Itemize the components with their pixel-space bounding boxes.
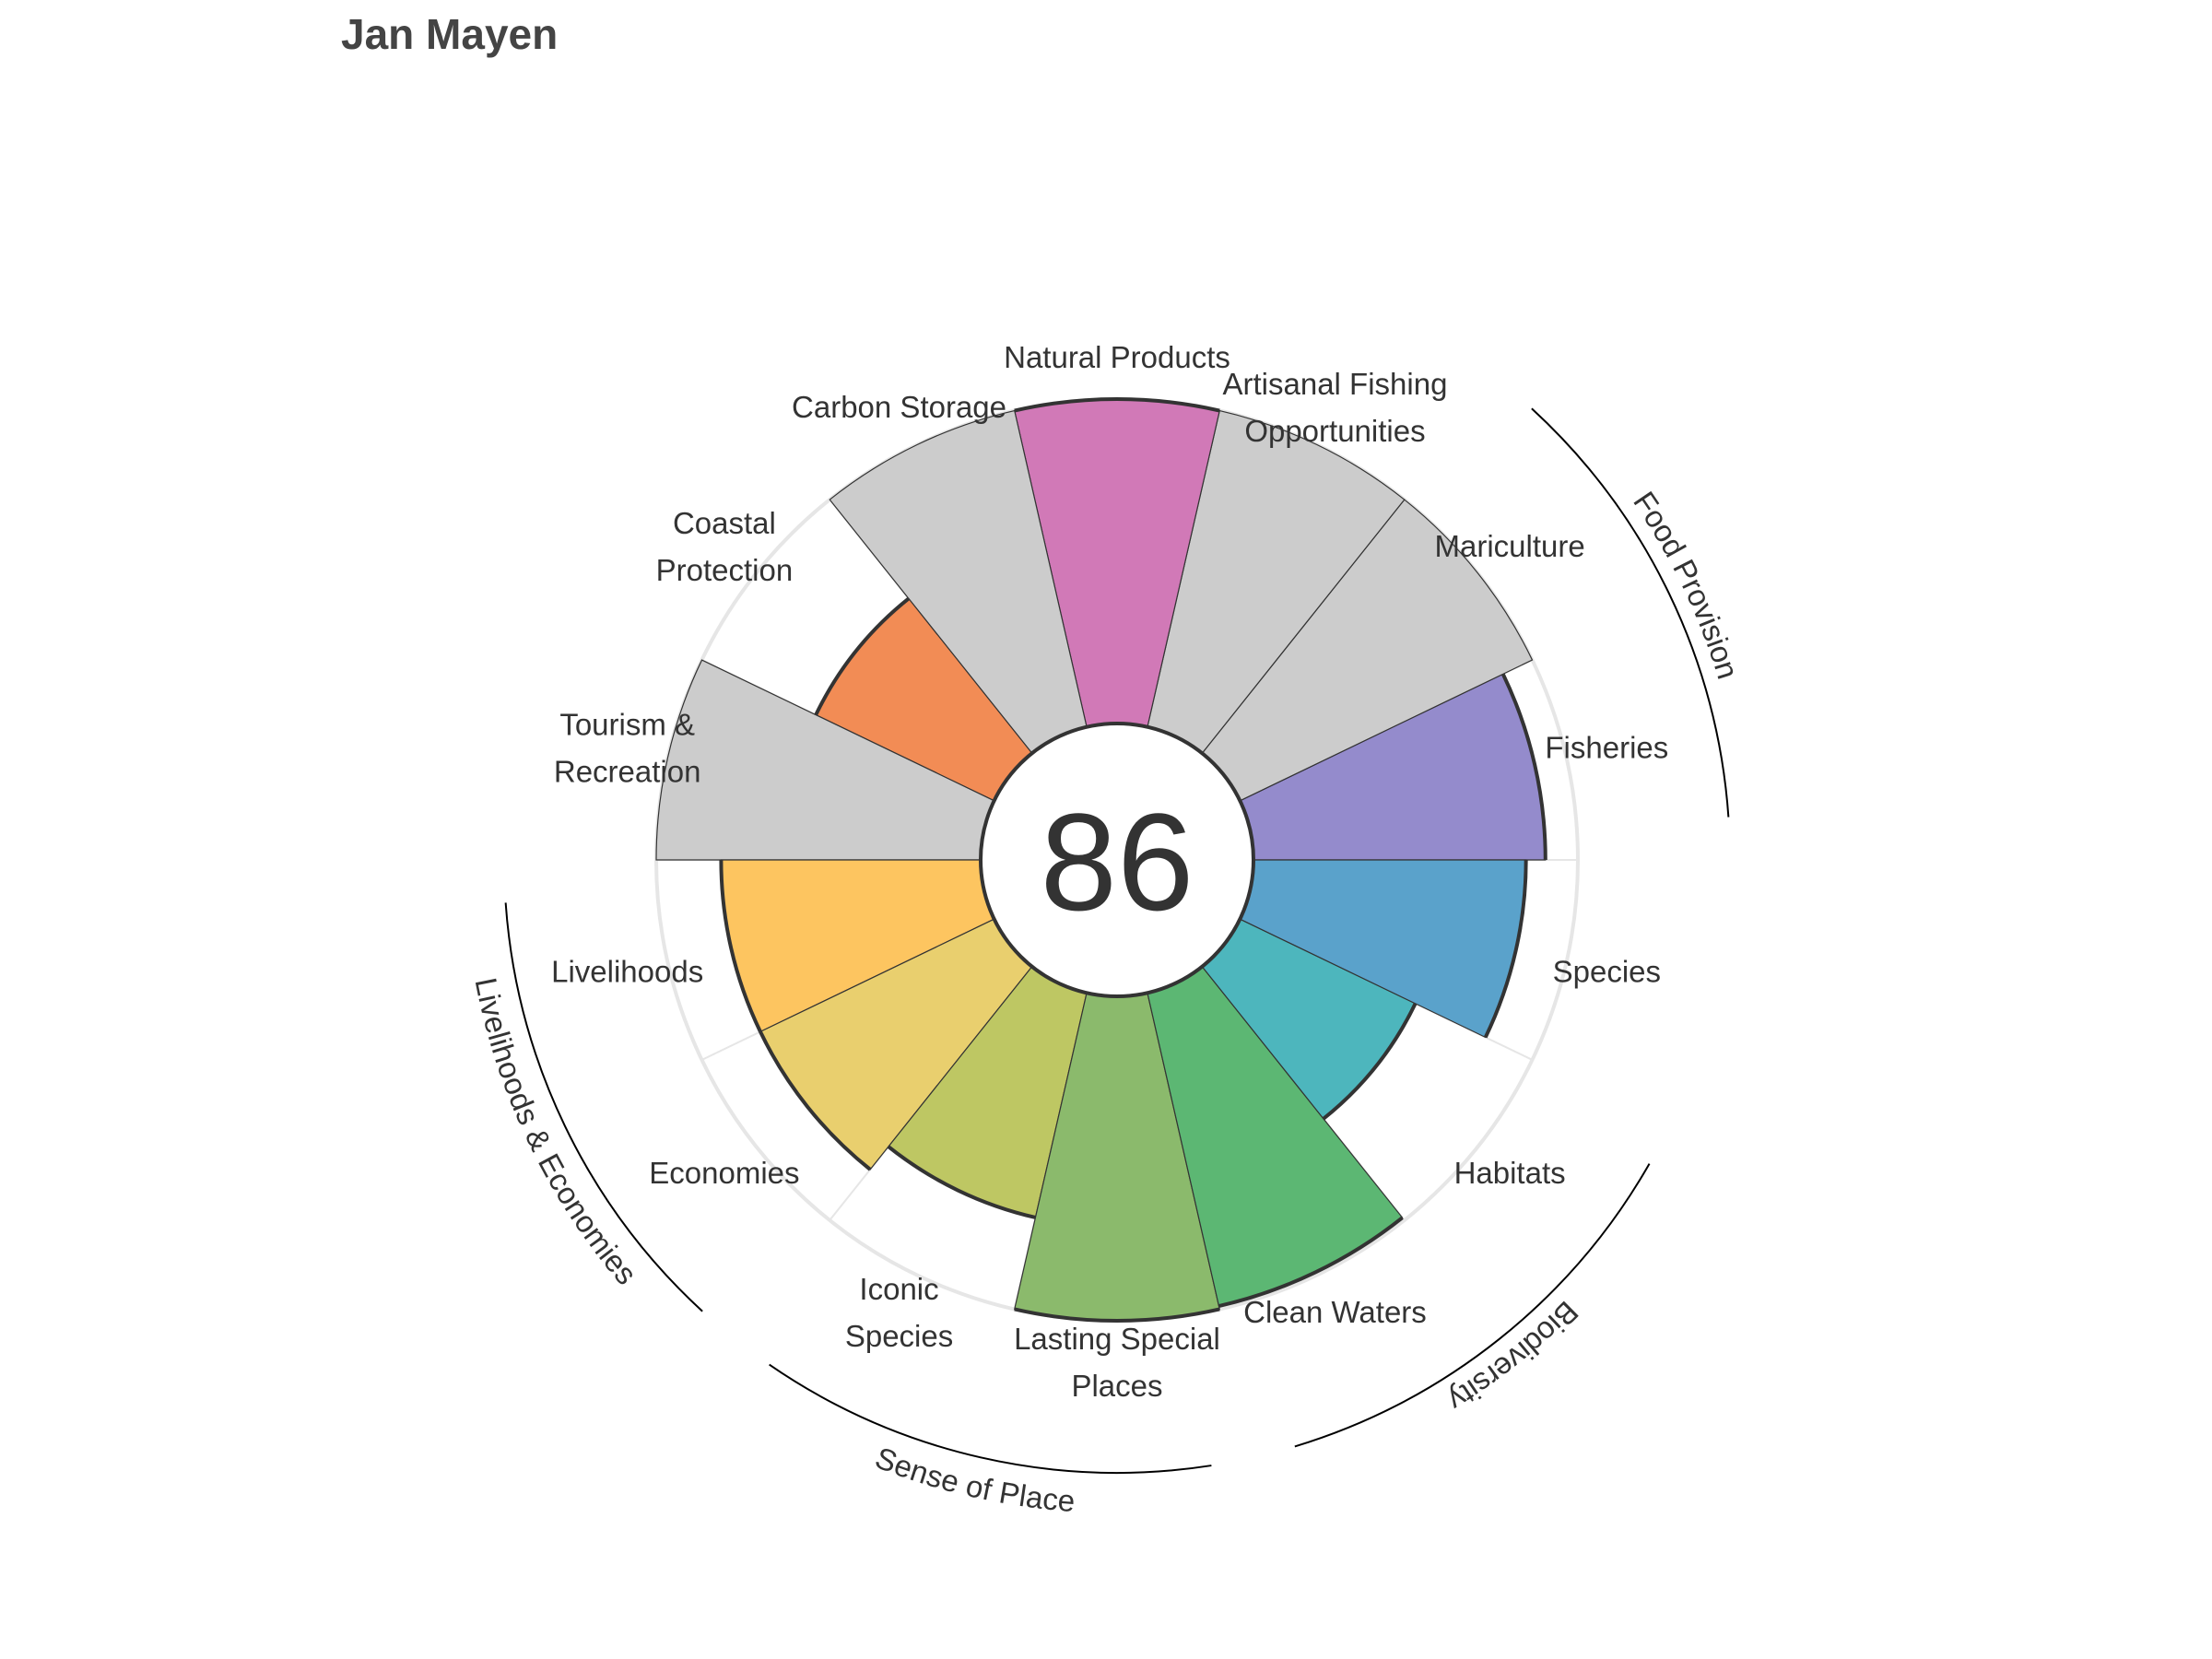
petal-group	[655, 398, 1547, 1322]
goal-label-line: Carbon Storage	[792, 390, 1006, 424]
petal-score-arc	[1014, 397, 1220, 413]
goal-label-group: Fisheries Mariculture Artisanal Fishing Opp…	[551, 340, 1668, 1403]
group-label-text: Livelihoods & Economies	[469, 975, 644, 1291]
group-bracket	[1294, 1163, 1651, 1448]
goal-label-line: Economies	[649, 1156, 799, 1190]
goal-label-line: Opportunities	[1244, 414, 1425, 448]
goal-label: Livelihoods	[551, 954, 703, 988]
goal-label: Mariculture	[1434, 529, 1584, 563]
goal-label-line: Species	[1553, 954, 1661, 988]
goal-label-line: Livelihoods	[551, 954, 703, 988]
goal-label: Clean Waters	[1243, 1295, 1427, 1329]
goal-label-line: Tourism &	[559, 708, 695, 742]
petal-score-arc	[814, 596, 911, 716]
goal-label-line: Fisheries	[1545, 731, 1668, 765]
petal-score-arc	[1218, 1216, 1404, 1308]
petal-score-arc	[1322, 1002, 1418, 1121]
goal-label: Species	[1553, 954, 1661, 988]
center-circle	[979, 722, 1255, 998]
goal-label: Economies	[649, 1156, 799, 1190]
petal-score-arc	[759, 1030, 872, 1171]
group-label: Sense of Place	[871, 1440, 1077, 1518]
group-label-text: Biodiversity	[1441, 1295, 1584, 1418]
goal-label-line: Coastal	[673, 506, 776, 540]
petal-score-arc	[719, 859, 762, 1033]
group-label-text: Sense of Place	[871, 1440, 1077, 1518]
goal-label: Natural Products	[1004, 340, 1230, 374]
group-label: Biodiversity	[1441, 1295, 1584, 1418]
group-label-text: Food Provision	[1627, 486, 1746, 683]
group-bracket	[1531, 407, 1730, 818]
petal-score-arc	[1014, 1307, 1220, 1323]
goal-label: Lasting Special Places	[1014, 1322, 1220, 1403]
petal-score-arc	[887, 1145, 1036, 1219]
goal-label-line: Clean Waters	[1243, 1295, 1427, 1329]
goal-label-line: Places	[1071, 1369, 1162, 1403]
page-title: Jan Mayen	[341, 10, 559, 58]
goal-label-line: Lasting Special	[1014, 1322, 1220, 1356]
center-score: 86	[1041, 784, 1194, 939]
goal-label: Coastal Protection	[656, 506, 794, 587]
group-label: Livelihoods & Economies	[469, 975, 644, 1291]
goal-label-line: Mariculture	[1434, 529, 1584, 563]
goal-label-line: Natural Products	[1004, 340, 1230, 374]
goal-label-line: Protection	[656, 553, 794, 587]
goal-label: Fisheries	[1545, 731, 1668, 765]
goal-label: Artisanal Fishing Opportunities	[1222, 367, 1447, 448]
goal-label-line: Species	[845, 1319, 953, 1353]
group-bracket	[769, 1363, 1212, 1474]
goal-label: Habitats	[1454, 1156, 1566, 1190]
goal-label-line: Recreation	[554, 755, 701, 789]
petal-score-arc	[1500, 673, 1547, 861]
goal-label: Carbon Storage	[792, 390, 1006, 424]
goal-label-line: Iconic	[859, 1272, 938, 1306]
goal-label-line: Artisanal Fishing	[1222, 367, 1447, 401]
goal-label: Iconic Species	[845, 1272, 953, 1353]
petal-outline-group	[719, 397, 1547, 1323]
group-label: Food Provision	[1627, 486, 1746, 683]
petal-score-arc	[1483, 859, 1528, 1039]
goal-label: Tourism & Recreation	[554, 708, 701, 789]
goal-label-line: Habitats	[1454, 1156, 1566, 1190]
group-bracket	[504, 902, 703, 1312]
